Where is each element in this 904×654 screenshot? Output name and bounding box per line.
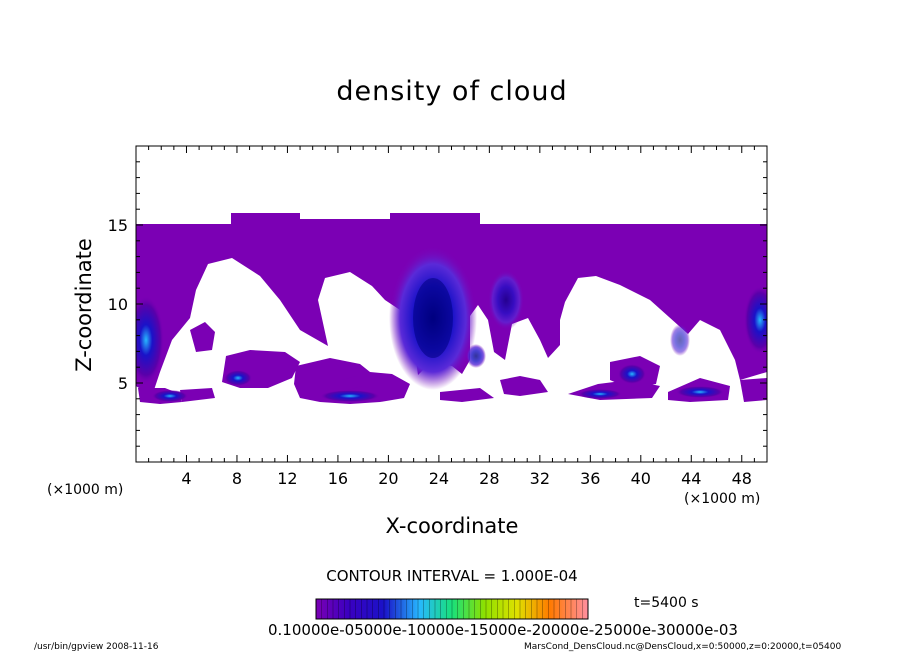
- cloud-patch: [440, 388, 494, 402]
- dense-core: [670, 324, 690, 356]
- cloud-patch: [500, 376, 548, 396]
- x-tick-label: 8: [232, 469, 242, 488]
- dense-core: [578, 389, 622, 399]
- dense-core: [676, 386, 724, 398]
- dense-core: [320, 390, 380, 402]
- y-tick-label: 5: [118, 374, 128, 393]
- dense-core: [744, 286, 767, 354]
- cloud-patch: [180, 388, 215, 402]
- x-unit-label-left: (×1000 m): [47, 482, 124, 498]
- x-tick-label: 16: [328, 469, 348, 488]
- dense-core: [488, 270, 524, 330]
- cloud-patch: [740, 378, 767, 402]
- x-tick-label: 48: [732, 469, 752, 488]
- dense-core: [413, 278, 453, 358]
- dense-core: [152, 390, 188, 402]
- x-tick-label: 20: [378, 469, 398, 488]
- colorbar: [315, 598, 589, 620]
- cloud-patch: [342, 376, 362, 390]
- cloud-field: [136, 213, 767, 404]
- x-tick-label: 24: [429, 469, 449, 488]
- y-tick-label: 15: [108, 216, 128, 235]
- dense-core: [618, 364, 646, 384]
- dense-core: [224, 370, 252, 386]
- x-axis-label: X-coordinate: [385, 514, 519, 538]
- dense-core: [466, 344, 486, 368]
- x-tick-label: 32: [530, 469, 550, 488]
- dense-core: [136, 296, 164, 384]
- footer-source: MarsCond_DensCloud.nc@DensCloud,x=0:5000…: [524, 642, 842, 652]
- cloud-patch: [190, 322, 215, 352]
- chart-title: density of cloud: [336, 76, 568, 107]
- axis-ticks: [136, 146, 767, 462]
- y-axis-label: Z-coordinate: [72, 238, 96, 372]
- x-tick-label: 4: [181, 469, 191, 488]
- y-tick-label: 10: [108, 295, 128, 314]
- contour-interval: CONTOUR INTERVAL = 1.000E-04: [326, 567, 578, 585]
- colorbar-frame: [315, 598, 589, 620]
- x-tick-label: 40: [631, 469, 651, 488]
- x-tick-label: 28: [479, 469, 499, 488]
- x-tick-label: 12: [277, 469, 297, 488]
- x-tick-label: 36: [580, 469, 600, 488]
- x-tick-label: 44: [681, 469, 701, 488]
- colorbar-tick-labels: 0.10000e-05000e-10000e-15000e-20000e-250…: [268, 621, 738, 639]
- footer-program: /usr/bin/gpview 2008-11-16: [34, 642, 159, 652]
- time-label: t=5400 s: [634, 595, 699, 611]
- x-unit-label-right: (×1000 m): [684, 491, 761, 507]
- colorbar-dividers: [321, 599, 583, 619]
